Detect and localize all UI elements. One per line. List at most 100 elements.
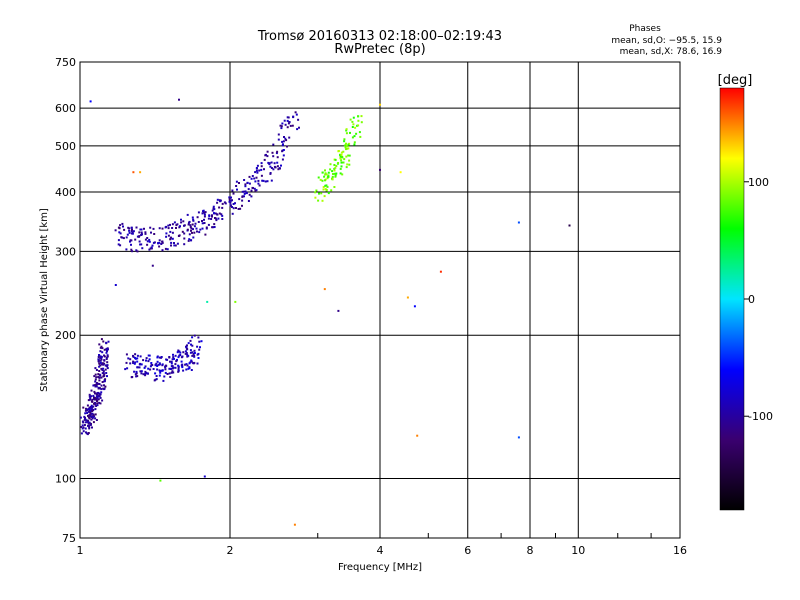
data-point: [193, 352, 196, 354]
data-point: [351, 126, 354, 128]
data-point: [161, 241, 164, 244]
data-point: [189, 339, 192, 342]
data-point: [327, 171, 330, 174]
data-point: [140, 231, 143, 234]
data-point: [97, 395, 100, 398]
data-point: [186, 353, 189, 356]
data-point: [214, 217, 216, 219]
data-point: [191, 231, 193, 234]
data-point: [343, 144, 346, 147]
data-point: [337, 150, 340, 153]
data-point: [288, 121, 291, 124]
data-point: [99, 364, 102, 367]
data-point: [269, 165, 272, 168]
data-point: [282, 140, 285, 143]
data-point: [296, 128, 299, 131]
data-point: [263, 158, 266, 161]
data-point: [252, 187, 254, 189]
data-point: [96, 392, 99, 394]
data-point: [189, 226, 192, 228]
data-point: [223, 201, 226, 204]
data-point: [156, 368, 159, 371]
data-point: [213, 226, 216, 228]
data-point: [106, 355, 109, 358]
data-point: [90, 389, 93, 392]
data-point: [146, 240, 149, 243]
data-point: [170, 236, 172, 239]
data-point: [406, 296, 409, 299]
data-point: [332, 173, 334, 175]
data-point: [272, 155, 275, 158]
data-point: [103, 354, 105, 357]
data-point: [94, 380, 97, 383]
data-point: [100, 356, 103, 359]
data-point: [141, 247, 144, 250]
data-point: [93, 402, 95, 405]
data-point: [125, 361, 128, 364]
data-point: [174, 363, 177, 366]
data-point: [321, 199, 324, 202]
data-point: [201, 212, 204, 215]
data-point: [283, 136, 285, 138]
data-point: [87, 424, 89, 427]
data-point: [191, 351, 194, 354]
data-point: [158, 227, 161, 230]
x-tick-label: 10: [571, 544, 585, 557]
data-point: [191, 216, 194, 219]
data-point: [265, 153, 267, 156]
data-point: [165, 232, 168, 235]
data-point: [148, 358, 151, 361]
data-point: [100, 358, 103, 361]
data-point: [238, 198, 241, 201]
data-point: [132, 362, 135, 364]
data-point: [106, 375, 108, 378]
data-point: [179, 225, 181, 228]
data-point: [150, 246, 153, 249]
data-point: [150, 364, 153, 367]
data-point: [152, 241, 155, 244]
data-point: [270, 179, 273, 182]
data-point: [357, 119, 360, 122]
data-point: [102, 340, 105, 343]
data-point: [134, 356, 136, 359]
data-point: [353, 143, 356, 146]
data-point: [82, 421, 85, 424]
data-point: [158, 239, 161, 242]
data-point: [132, 230, 135, 233]
data-point: [156, 365, 159, 367]
data-point: [157, 242, 160, 245]
data-point: [94, 367, 97, 370]
data-point: [345, 132, 348, 135]
data-point: [171, 237, 174, 240]
data-point: [93, 375, 96, 378]
data-point: [180, 218, 182, 221]
data-point: [144, 365, 147, 368]
data-point: [276, 156, 279, 159]
data-point: [320, 192, 323, 195]
data-point: [135, 372, 138, 375]
data-point: [232, 192, 235, 195]
data-point: [277, 133, 280, 136]
data-point: [247, 188, 250, 191]
data-point: [129, 362, 132, 365]
data-point: [159, 371, 162, 374]
y-tick-label: 100: [55, 473, 76, 486]
data-point: [139, 362, 142, 365]
data-point: [286, 145, 288, 148]
data-point: [158, 374, 161, 377]
data-point: [136, 366, 139, 369]
data-point: [216, 198, 219, 201]
data-point: [196, 353, 199, 356]
data-point: [163, 375, 166, 378]
data-point: [167, 224, 170, 227]
data-point: [140, 228, 143, 231]
data-point: [266, 180, 269, 183]
data-point: [345, 144, 348, 147]
data-point: [329, 168, 332, 171]
data-point: [101, 347, 104, 350]
data-point: [150, 231, 152, 234]
data-point: [193, 355, 196, 358]
data-point: [88, 427, 91, 430]
data-point: [90, 404, 93, 407]
data-point: [84, 409, 87, 412]
